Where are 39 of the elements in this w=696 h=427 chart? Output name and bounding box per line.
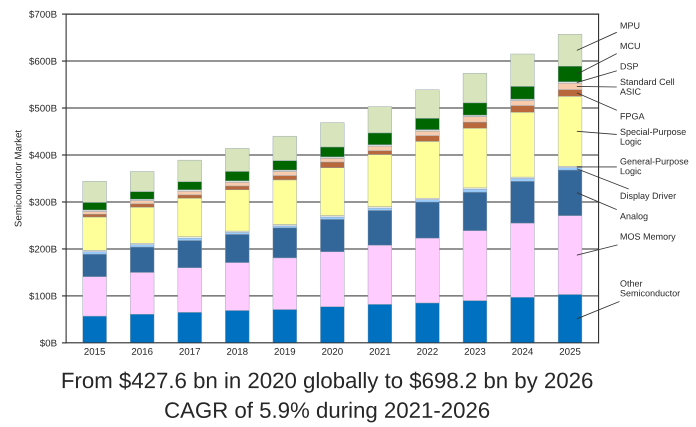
x-tick-label: 2021 [370,348,390,355]
x-tick-label: 2020 [322,348,343,355]
text: Analog [620,212,648,222]
text: MOS Memory [620,233,676,242]
x-tick-label: 2023 [464,348,486,355]
text: Display Driver [620,192,676,201]
text: Special-Purpose Logic [620,128,686,146]
text: Standard Cell ASIC [620,78,674,95]
text: From $427.6 bn in 2020 globally to $698.2 bn by 2026 [62,372,592,393]
text: General-Purpose Logic [620,158,688,176]
bar [130,206,154,244]
text: FPGA [620,113,645,120]
text: Other Semiconductor [620,280,680,296]
y-tick-label: $100B [29,292,57,300]
bar [178,198,202,237]
y-tick-label: $300B [29,198,57,206]
x-tick-label: 2022 [417,348,438,355]
y-tick-label: $400B [29,151,57,160]
text: DSP [620,63,638,70]
y-tick-label: $200B [29,245,57,254]
text: MPU [620,22,640,29]
y-tick-label: $500B [29,104,57,112]
y-axis-title: Semiconductor Market [14,130,22,227]
x-tick-label: 2015 [84,348,106,355]
text: CAGR of 5.9% during 2021-2026 [165,402,490,422]
x-tick-label: 2019 [274,348,296,355]
bar [82,216,107,251]
y-tick-label: $0B [40,339,57,348]
x-tick-label: 2018 [226,348,248,355]
bar [368,154,392,207]
y-tick-label: $600B [29,57,57,66]
x-tick-label: 2016 [132,348,153,355]
x-tick-label: 2025 [560,348,580,355]
y-tick-label: $700B [29,10,57,18]
text: MCU [620,42,640,50]
bar [225,190,250,232]
x-tick-label: 2024 [512,348,534,355]
bar [272,180,297,225]
x-tick-label: 2017 [179,348,200,355]
